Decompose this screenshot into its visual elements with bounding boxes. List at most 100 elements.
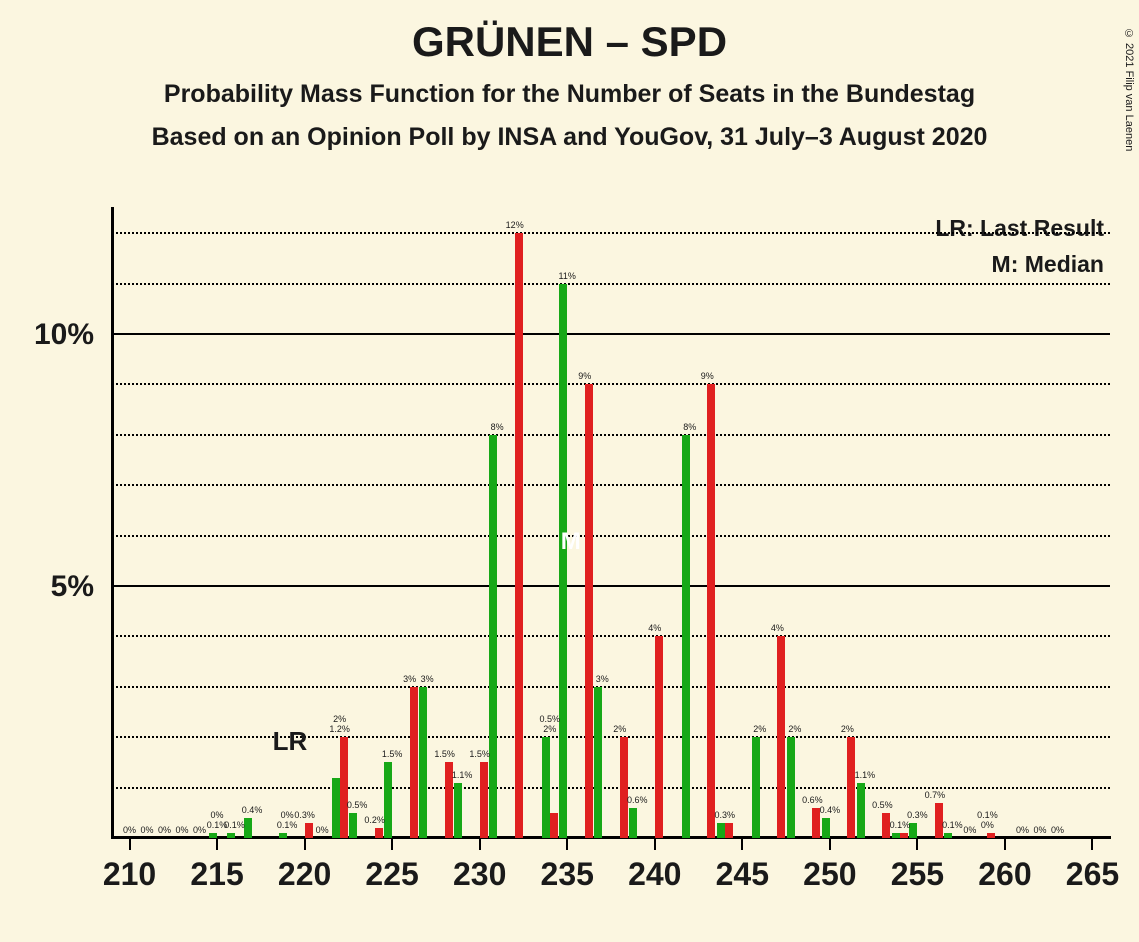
bar-value-label: 0% [1016, 825, 1029, 835]
bar-green [454, 783, 462, 838]
y-axis-label: 5% [51, 570, 94, 604]
bar-red [847, 737, 855, 838]
bar-value-label: 0.5% [539, 714, 560, 724]
x-axis-label: 250 [790, 856, 870, 893]
x-axis-label: 265 [1052, 856, 1132, 893]
bar-value-label: 0% [1033, 825, 1046, 835]
bar-value-label: 0.7% [925, 790, 946, 800]
x-tick [566, 838, 568, 850]
bar-value-label: 0% [211, 810, 224, 820]
bar-value-label: 1.5% [469, 749, 490, 759]
x-axis-label: 240 [615, 856, 695, 893]
bar-green [857, 783, 865, 838]
bar-value-label: 1.1% [452, 770, 473, 780]
bar-value-label: 2% [333, 714, 346, 724]
bar-green [489, 435, 497, 838]
x-axis-label: 260 [965, 856, 1045, 893]
gridline-minor [112, 686, 1110, 688]
gridline-minor [112, 635, 1110, 637]
bar-value-label: 0.6% [802, 795, 823, 805]
bar-red [620, 737, 628, 838]
gridline-minor [112, 535, 1110, 537]
gridline-minor [112, 383, 1110, 385]
bar-value-label: 0.1% [977, 810, 998, 820]
x-axis-label: 245 [702, 856, 782, 893]
x-tick [916, 838, 918, 850]
bar-green [332, 778, 340, 838]
plot-area: 5%10%21021522022523023524024525025526026… [112, 208, 1110, 838]
bar-value-label: 0% [1051, 825, 1064, 835]
bar-value-label: 3% [403, 674, 416, 684]
bar-green [787, 737, 795, 838]
x-tick [391, 838, 393, 850]
bar-value-label: 0% [981, 820, 994, 830]
x-axis-label: 220 [265, 856, 345, 893]
bar-value-label: 1.1% [855, 770, 876, 780]
bar-value-label: 0.5% [872, 800, 893, 810]
bar-value-label: 9% [701, 371, 714, 381]
bar-value-label: 4% [648, 623, 661, 633]
gridline-minor [112, 484, 1110, 486]
bar-value-label: 2% [543, 724, 556, 734]
chart-subtitle-1: Probability Mass Function for the Number… [0, 80, 1139, 109]
bar-green [349, 813, 357, 838]
x-tick [1091, 838, 1093, 850]
x-tick [304, 838, 306, 850]
bar-value-label: 0.1% [942, 820, 963, 830]
bar-value-label: 4% [771, 623, 784, 633]
bar-red [550, 813, 558, 838]
bar-value-label: 0.3% [715, 810, 736, 820]
median-marker: M [561, 528, 581, 556]
chart-subtitle-2: Based on an Opinion Poll by INSA and You… [0, 123, 1139, 152]
bar-value-label: 0.3% [294, 810, 315, 820]
bar-red [305, 823, 313, 838]
bar-red [900, 833, 908, 838]
bar-red [987, 833, 995, 838]
bar-value-label: 0.2% [364, 815, 385, 825]
bar-red [725, 823, 733, 838]
copyright-notice: © 2021 Filip van Laenen [1123, 28, 1135, 151]
bar-red [480, 762, 488, 838]
bar-value-label: 9% [578, 371, 591, 381]
bar-value-label: 0% [158, 825, 171, 835]
bar-value-label: 2% [841, 724, 854, 734]
bar-green [419, 687, 427, 838]
bar-value-label: 0.4% [242, 805, 263, 815]
bar-red [777, 636, 785, 838]
bar-red [410, 687, 418, 838]
x-axis-label: 215 [177, 856, 257, 893]
bar-green [209, 833, 217, 838]
gridline-minor [112, 434, 1110, 436]
bar-value-label: 0% [176, 825, 189, 835]
bar-green [384, 762, 392, 838]
lr-marker: LR [273, 726, 308, 757]
bar-red [375, 828, 383, 838]
bar-green [909, 823, 917, 838]
bar-value-label: 3% [421, 674, 434, 684]
gridline-minor [112, 283, 1110, 285]
bar-value-label: 0.6% [627, 795, 648, 805]
bar-green [244, 818, 252, 838]
x-tick [741, 838, 743, 850]
bar-red [707, 384, 715, 838]
bar-value-label: 12% [506, 220, 524, 230]
bar-value-label: 1.2% [329, 724, 350, 734]
bar-green [682, 435, 690, 838]
bar-value-label: 0% [141, 825, 154, 835]
bar-green [944, 833, 952, 838]
bar-green [559, 284, 567, 838]
bar-green [279, 833, 287, 838]
bar-red [585, 384, 593, 838]
x-axis-label: 210 [90, 856, 170, 893]
gridline-major [112, 333, 1110, 335]
bar-value-label: 2% [753, 724, 766, 734]
chart-title: GRÜNEN – SPD [0, 18, 1139, 66]
bar-red [515, 233, 523, 838]
x-tick [829, 838, 831, 850]
x-axis-label: 255 [877, 856, 957, 893]
bar-value-label: 2% [613, 724, 626, 734]
bar-value-label: 8% [683, 422, 696, 432]
bar-value-label: 1.5% [382, 749, 403, 759]
bar-value-label: 0% [963, 825, 976, 835]
x-axis-label: 225 [352, 856, 432, 893]
